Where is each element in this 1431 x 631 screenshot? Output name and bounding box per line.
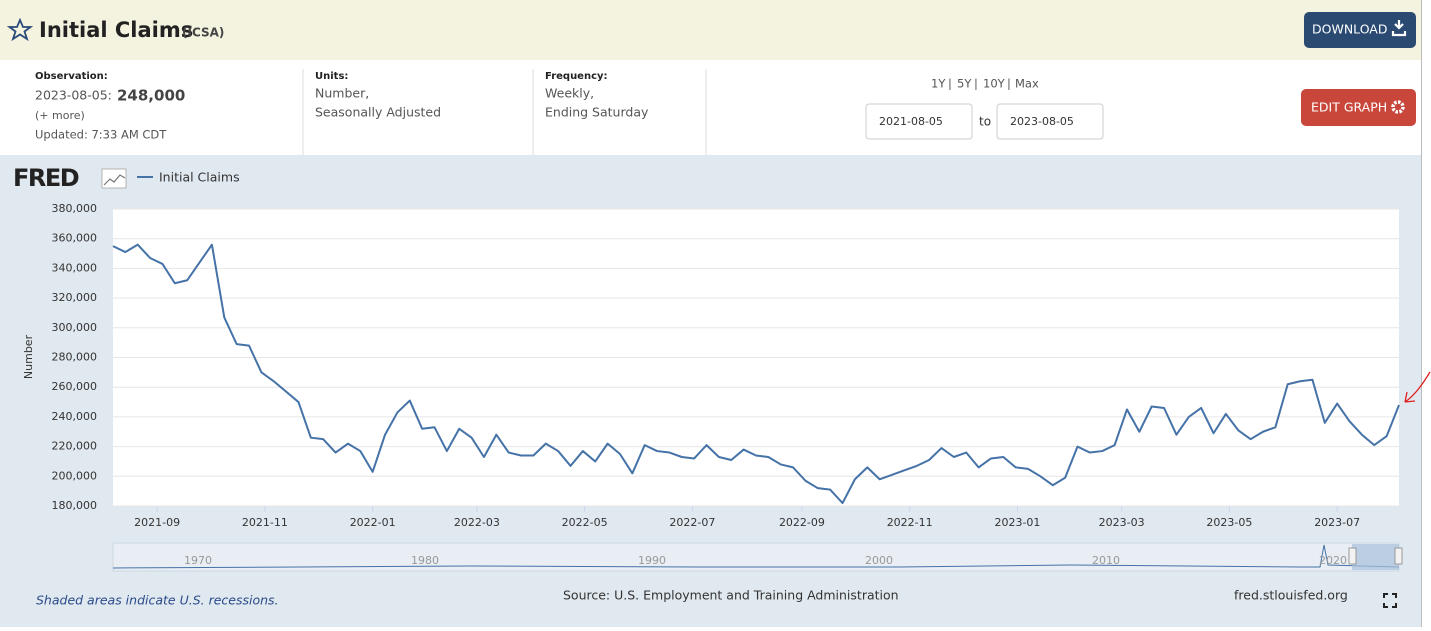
- y-tick-label: 360,000: [52, 232, 98, 245]
- legend-label: Initial Claims: [159, 170, 240, 185]
- navigator-year: 1970: [184, 554, 212, 567]
- preset-link[interactable]: 5Y: [957, 77, 972, 91]
- x-tick-label: 2023-01: [994, 516, 1040, 529]
- x-tick-label: 2022-07: [669, 516, 715, 529]
- fred-logo: FRED: [13, 164, 79, 192]
- source: Source: U.S. Employment and Training Adm…: [563, 588, 899, 603]
- navigator-year: 1980: [411, 554, 439, 567]
- y-tick-label: 180,000: [52, 499, 98, 512]
- y-tick-label: 340,000: [52, 261, 98, 274]
- y-tick-label: 280,000: [52, 351, 98, 364]
- updated: Updated: 7:33 AM CDT: [35, 128, 167, 142]
- y-tick-label: 240,000: [52, 410, 98, 423]
- navigator-selection[interactable]: [1352, 544, 1399, 570]
- series-line: [112, 243, 1400, 505]
- download-icon[interactable]: [1391, 20, 1407, 37]
- preset-link[interactable]: Max: [1015, 77, 1039, 91]
- separator: |: [1007, 77, 1011, 91]
- navigator-year: 2000: [865, 554, 893, 567]
- observation-value: 248,000: [117, 87, 185, 105]
- start-date-input[interactable]: [865, 103, 973, 140]
- end-date[interactable]: 2023-08-05: [1010, 115, 1074, 128]
- y-tick-label: 220,000: [52, 440, 98, 453]
- y-tick-label: 320,000: [52, 291, 98, 304]
- units-line: Number,: [315, 86, 369, 101]
- observation-date: 2023-08-05:: [35, 88, 112, 103]
- x-tick-label: 2023-05: [1206, 516, 1252, 529]
- x-tick-label: 2021-09: [134, 516, 180, 529]
- x-tick-label: 2022-03: [454, 516, 500, 529]
- y-tick-label: 380,000: [52, 202, 98, 215]
- units-label: Units:: [315, 71, 348, 82]
- preset-link[interactable]: 1Y: [931, 77, 946, 91]
- download-bg[interactable]: [1304, 12, 1416, 48]
- fullscreen-icon[interactable]: [1383, 593, 1397, 608]
- navigator-year: 2010: [1092, 554, 1120, 567]
- navigator-labels: 1970 1980 1990 2000 2010 2020: [184, 554, 1347, 567]
- y-tick-label: 300,000: [52, 321, 98, 334]
- x-tick-label: 2023-07: [1314, 516, 1360, 529]
- range-to: to: [979, 115, 991, 129]
- navigator-year: 1990: [638, 554, 666, 567]
- units-line: Seasonally Adjusted: [315, 105, 441, 120]
- x-tick-label: 2022-05: [562, 516, 608, 529]
- navigator-handle[interactable]: [1394, 547, 1403, 565]
- x-tick-label: 2021-11: [242, 516, 288, 529]
- navigator-year: 2020: [1319, 554, 1347, 567]
- y-tick-label: 260,000: [52, 380, 98, 393]
- download-button[interactable]: DOWNLOAD: [1304, 12, 1416, 48]
- logo-icon: [101, 168, 127, 189]
- recession-note: Shaded areas indicate U.S. recessions.: [36, 593, 279, 608]
- observation-label: Observation:: [35, 71, 108, 82]
- edit-graph-bg[interactable]: [1301, 89, 1416, 126]
- y-axis-label: Number: [22, 334, 35, 379]
- series-title: Initial Claims: [39, 18, 193, 42]
- download-label[interactable]: DOWNLOAD: [1312, 22, 1388, 37]
- frequency-label: Frequency:: [545, 71, 608, 82]
- gear-icon[interactable]: [1391, 100, 1405, 114]
- x-tick-label: 2022-01: [350, 516, 396, 529]
- range-presets: 1Y | 5Y | 10Y | Max: [931, 77, 1039, 91]
- series-code: (ICSA): [182, 26, 224, 40]
- x-tick-label: 2023-03: [1099, 516, 1145, 529]
- edit-graph-label[interactable]: EDIT GRAPH: [1311, 100, 1387, 115]
- end-date-input[interactable]: [996, 103, 1104, 140]
- separator: |: [948, 77, 952, 91]
- navigator-series: [112, 544, 1400, 569]
- navigator-handle[interactable]: [1348, 547, 1357, 565]
- frequency-line: Weekly,: [545, 86, 594, 101]
- annotation-arrow: [1404, 371, 1431, 403]
- x-tick-label: 2022-09: [779, 516, 825, 529]
- site-link[interactable]: fred.stlouisfed.org: [1234, 588, 1348, 603]
- logo-icon-line: [103, 174, 126, 186]
- preset-link[interactable]: 10Y: [983, 77, 1006, 91]
- edit-graph-button[interactable]: EDIT GRAPH: [1301, 89, 1416, 126]
- right-border: [1421, 0, 1422, 627]
- more-link[interactable]: (+ more): [35, 109, 85, 122]
- y-tick-label: 200,000: [52, 469, 98, 482]
- start-date[interactable]: 2021-08-05: [879, 115, 943, 128]
- favorite-star[interactable]: [6, 17, 34, 42]
- separator: |: [974, 77, 978, 91]
- header-band: [0, 0, 1422, 60]
- x-tick-label: 2022-11: [887, 516, 933, 529]
- frequency-line: Ending Saturday: [545, 105, 649, 120]
